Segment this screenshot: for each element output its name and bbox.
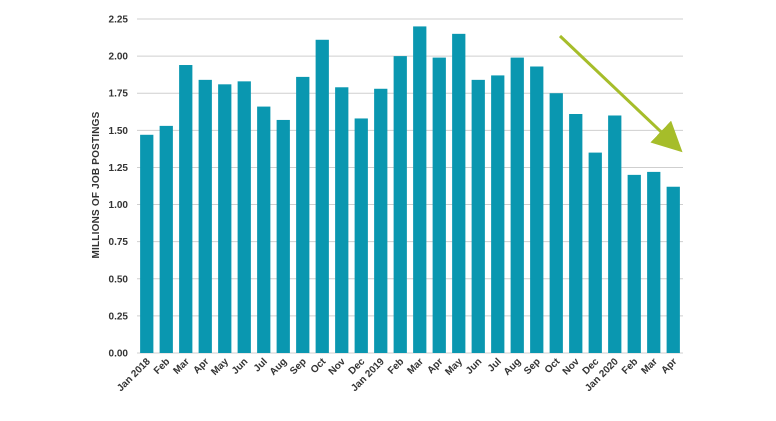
bar [315, 39, 329, 353]
bar [218, 84, 232, 353]
bar [276, 119, 290, 353]
x-tick-label: May [443, 356, 465, 378]
bar [647, 171, 661, 353]
bar [374, 88, 388, 354]
x-tick-label: Sep [288, 356, 309, 377]
bar [296, 76, 310, 353]
x-tick-label: Jan 2018 [115, 356, 153, 394]
bar [393, 56, 407, 354]
x-tick-label: Jul [486, 356, 504, 374]
x-tick-label: Jul [252, 356, 270, 374]
x-tick-label: Feb [620, 356, 640, 376]
y-axis-label: MILLIONS OF JOB POSTINGS [91, 111, 102, 258]
x-tick-label: Sep [522, 356, 543, 377]
bar [569, 114, 583, 353]
y-tick-label: 1.25 [109, 163, 129, 174]
bar [159, 125, 173, 353]
y-tick-label: 1.00 [109, 200, 129, 211]
bars [140, 26, 680, 354]
x-tick-label: Jun [464, 356, 484, 376]
x-tick-label: Oct [543, 356, 563, 376]
y-tick-label: 1.75 [109, 89, 129, 100]
x-tick-label: Aug [502, 356, 524, 378]
bar [627, 174, 641, 353]
x-tick-label: Oct [309, 356, 329, 376]
y-tick-label: 0.50 [109, 274, 129, 285]
x-tick-label: Nov [327, 356, 348, 377]
bar [549, 93, 563, 353]
y-tick-label: 2.00 [109, 52, 129, 63]
x-tick-label: Mar [640, 356, 660, 376]
x-tick-label: Nov [561, 356, 582, 377]
x-tick-label: Mar [172, 356, 192, 376]
x-tick-label: Feb [386, 356, 406, 376]
x-tick-label: Mar [406, 356, 426, 376]
y-tick-label: 0.00 [109, 349, 129, 360]
bar [237, 81, 251, 353]
bar [452, 33, 466, 354]
bar [666, 186, 680, 353]
bar [335, 87, 349, 353]
bar [432, 57, 446, 353]
y-tick-label: 0.75 [109, 237, 129, 248]
bar [510, 57, 524, 353]
bar [491, 75, 505, 353]
y-axis-ticks: 0.00 0.25 0.50 0.75 1.00 1.25 1.50 1.75 2.00 2.25 [109, 15, 129, 360]
x-tick-label: Aug [268, 356, 290, 378]
x-tick-label: Apr [191, 356, 211, 376]
bar [588, 152, 602, 353]
y-tick-label: 2.25 [109, 15, 129, 26]
y-tick-label: 0.25 [109, 311, 129, 322]
bar [413, 26, 427, 353]
bar [179, 65, 193, 354]
bar [530, 66, 544, 353]
x-tick-label: Apr [659, 356, 679, 376]
bar [354, 118, 368, 354]
bar [198, 79, 212, 354]
bar [257, 106, 271, 353]
bar [608, 115, 622, 354]
x-tick-label: Apr [425, 356, 445, 376]
bar [471, 79, 485, 354]
bar [140, 134, 154, 353]
y-tick-label: 1.50 [109, 126, 129, 137]
x-tick-label: Feb [152, 356, 172, 376]
x-tick-label: Jun [230, 356, 250, 376]
x-tick-label: May [209, 356, 231, 378]
trend-arrow [558, 34, 683, 153]
